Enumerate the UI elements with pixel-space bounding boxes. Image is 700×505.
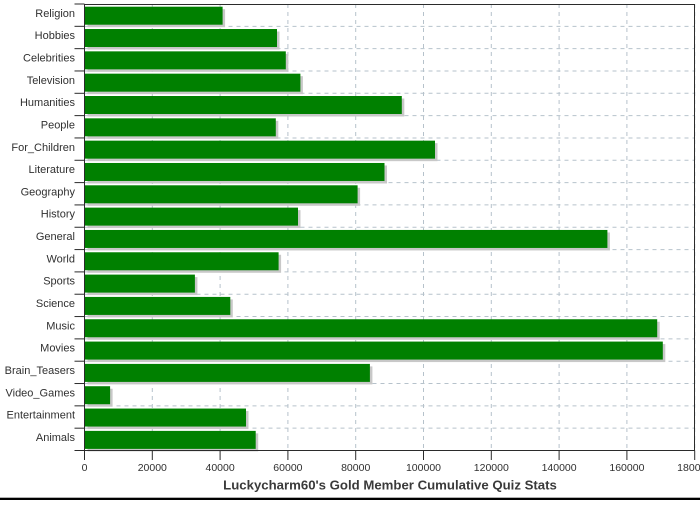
svg-text:History: History	[41, 209, 76, 221]
svg-text:180000: 180000	[677, 462, 700, 474]
svg-text:Music: Music	[46, 320, 75, 332]
svg-text:Animals: Animals	[36, 432, 76, 444]
svg-text:Movies: Movies	[40, 343, 75, 355]
svg-text:20000: 20000	[138, 462, 167, 474]
svg-text:60000: 60000	[273, 462, 302, 474]
svg-text:Sports: Sports	[43, 276, 75, 288]
svg-text:Geography: Geography	[21, 186, 76, 198]
svg-text:World: World	[46, 253, 75, 265]
svg-text:Hobbies: Hobbies	[35, 30, 76, 42]
svg-text:0: 0	[82, 462, 88, 474]
svg-text:Religion: Religion	[35, 8, 75, 20]
svg-text:Brain_Teasers: Brain_Teasers	[5, 365, 76, 377]
svg-text:120000: 120000	[474, 462, 509, 474]
svg-text:40000: 40000	[205, 462, 234, 474]
svg-text:Video_Games: Video_Games	[5, 387, 75, 399]
svg-text:Luckycharm60's Gold Member Cum: Luckycharm60's Gold Member Cumulative Qu…	[223, 477, 557, 492]
svg-text:Television: Television	[27, 75, 75, 87]
svg-text:Science: Science	[36, 298, 75, 310]
svg-text:140000: 140000	[542, 462, 577, 474]
svg-text:Humanities: Humanities	[20, 97, 76, 109]
svg-text:Literature: Literature	[29, 164, 75, 176]
svg-text:100000: 100000	[406, 462, 441, 474]
svg-text:80000: 80000	[341, 462, 370, 474]
svg-text:People: People	[41, 119, 75, 131]
svg-text:General: General	[36, 231, 75, 243]
svg-text:For_Children: For_Children	[11, 142, 75, 154]
svg-text:160000: 160000	[609, 462, 644, 474]
svg-text:Celebrities: Celebrities	[23, 52, 75, 64]
svg-text:Entertainment: Entertainment	[7, 410, 75, 422]
